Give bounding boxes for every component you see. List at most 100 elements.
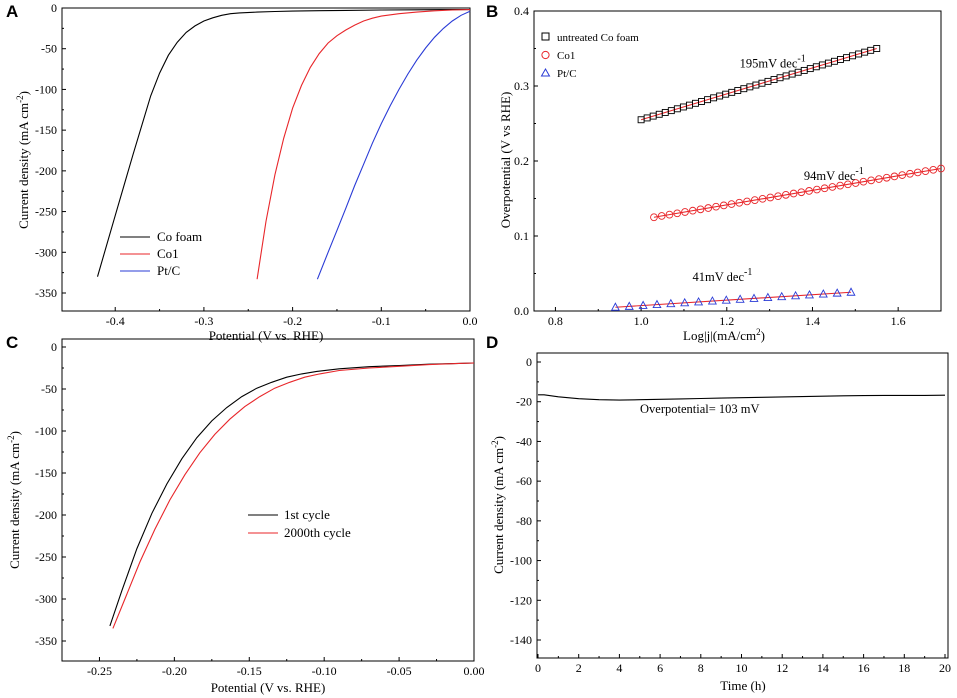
panel-d-x-tick-label: 18 <box>898 661 910 675</box>
panel-b-point-co1 <box>898 171 907 179</box>
panel-b-annotation-sup: -1 <box>855 166 863 177</box>
panel-a-x-tick-labels: -0.4 -0.3 -0.2 -0.1 0.0 <box>106 314 478 328</box>
panel-b-point-co1 <box>890 172 899 181</box>
panel-b-point-co1 <box>696 205 705 214</box>
panel-b-y-tick-labels: 0.0 0.1 0.2 0.3 0.4 <box>514 4 529 318</box>
panel-d-x-tick-label: 8 <box>698 661 704 675</box>
panel-b-point-ptc <box>846 287 856 296</box>
panel-b-point-co1 <box>859 177 868 186</box>
panel-c-x-tick-label: -0.20 <box>162 664 187 678</box>
panel-d-x-tick-label: 0 <box>535 661 541 675</box>
panel-a-y-axis-label-main: Current density (mA cm <box>16 103 31 229</box>
panel-b-point-co1 <box>704 204 713 212</box>
panel-a-series <box>96 9 471 280</box>
panel-b-point-co1 <box>719 201 728 210</box>
panel-b-point-co1 <box>836 181 844 190</box>
panel-d-y-tick-labels: 0 -20 -40 -60 -80 -100 -120 -140 <box>510 355 532 647</box>
panel-d-y-tick-label: -80 <box>516 514 532 528</box>
panel-b-point-co1 <box>673 209 682 218</box>
panel-b-annotation-text: 195mV dec <box>740 56 798 70</box>
panel-b-point-co1 <box>688 206 697 215</box>
panel-b-point-co1 <box>813 185 821 194</box>
panel-b-point-co1 <box>929 165 938 174</box>
panel-c-x-tick-label: -0.05 <box>387 664 412 678</box>
panel-b-point-co1 <box>805 187 813 195</box>
panel-b-annotation-2: 41mV dec-1 <box>693 267 753 284</box>
panel-b-point-co1 <box>851 179 860 187</box>
panel-d-ticks <box>537 361 946 658</box>
panel-a-ticks <box>62 7 471 311</box>
panel-d-y-axis-label-end: ) <box>491 436 506 440</box>
panel-b-point-ptc <box>694 297 704 306</box>
panel-b-legend-marker-ptc <box>540 67 551 77</box>
panel-b-point-co1 <box>828 183 837 191</box>
panel-b-y-tick-label: 0.3 <box>514 79 529 93</box>
panel-a-y-tick-labels: 0 -50 -100 -150 -200 -250 -300 -350 <box>35 1 57 300</box>
panel-b-point-co1 <box>867 176 876 185</box>
panel-b-point-ptc <box>624 301 634 310</box>
panel-b-fit-line <box>615 291 852 308</box>
panel-a-y-axis-label: Current density (mA cm-2) <box>15 91 31 229</box>
panel-c-series-line <box>109 362 475 627</box>
panel-b-point-ptc <box>749 293 759 302</box>
panel-d-y-axis-label-main: Current density (mA cm <box>491 448 506 574</box>
panel-b-x-tick-label: 0.8 <box>548 314 563 328</box>
panel-c-x-axis-label: Potential (V vs. RHE) <box>211 680 326 695</box>
panel-b-point-co1 <box>844 180 852 189</box>
panel-d-y-axis-label-sup: -2 <box>490 440 500 448</box>
panel-d-letter: D <box>486 333 498 352</box>
panel-c-legend-label-2000th: 2000th cycle <box>284 525 351 540</box>
panel-c-y-tick-label: -200 <box>35 508 57 522</box>
panel-b-point-ptc <box>818 289 828 298</box>
panel-b-legend-marker-untreated <box>541 32 550 41</box>
panel-b-point-ptc <box>638 300 648 309</box>
panel-c-x-tick-label: 0.00 <box>464 664 485 678</box>
panel-d-y-tick-label: -140 <box>510 633 532 647</box>
panel-b-frame <box>533 10 942 312</box>
panel-b-point-co1 <box>735 198 744 207</box>
panel-b-x-tick-labels: 0.8 1.0 1.2 1.4 1.6 <box>548 314 906 328</box>
panel-b-point-co1 <box>882 173 891 182</box>
panel-b-point-co1 <box>937 164 945 173</box>
panel-c-x-tick-label: -0.25 <box>87 664 112 678</box>
panel-b-legend-label-co1: Co1 <box>557 50 575 62</box>
panel-d-y-tick-label: -20 <box>516 395 532 409</box>
panel-d-x-axis-label: Time (h) <box>720 678 765 693</box>
panel-d-series <box>538 394 946 401</box>
panel-b-point-co1 <box>650 213 658 222</box>
panel-b-point-ptc <box>680 297 690 307</box>
panel-b: B 0.8 1.0 1.2 1.4 1.6 0.0 0.1 0.2 0.3 0.4 Log|j|… <box>486 2 945 343</box>
panel-d-annotation: Overpotential= 103 mV <box>640 402 760 416</box>
panel-b-point-co1 <box>766 193 775 202</box>
panel-b-x-axis-label: Log|j|(mA/cm2) <box>683 327 765 343</box>
panel-b-annotation-1: 94mV dec-1 <box>804 166 864 183</box>
panel-a-y-axis-label-sup: -2 <box>15 95 25 103</box>
panel-b-annotation-0: 195mV dec-1 <box>740 53 806 70</box>
panel-b-legend-label-untreated: untreated Co foam <box>557 32 639 44</box>
panel-d-series-line <box>538 394 946 401</box>
panel-a-y-tick-label: -300 <box>35 245 57 259</box>
panel-a-y-axis-label-end: ) <box>16 91 31 95</box>
panel-d-y-tick-label: -40 <box>516 434 532 448</box>
panel-a-series-line <box>256 9 471 280</box>
panel-c-series <box>109 362 475 629</box>
panel-a-x-tick-label: -0.1 <box>372 314 391 328</box>
panel-b-legend-label-ptc: Pt/C <box>557 68 577 80</box>
panel-b-point-ptc <box>707 296 717 305</box>
panel-d-y-axis-label: Current density (mA cm-2) <box>490 436 506 574</box>
panel-b-legend-marker-co1 <box>541 50 550 60</box>
panel-d-frame <box>536 352 949 659</box>
panel-b-y-axis-label: Overpotential (V vs RHE) <box>498 92 513 229</box>
panel-c-legend-label-1st: 1st cycle <box>284 507 330 522</box>
panel-c-legend: 1st cycle 2000th cycle <box>248 507 351 540</box>
panel-a-letter: A <box>6 2 18 21</box>
panel-b-point-co1 <box>913 168 922 177</box>
panel-d-x-tick-label: 4 <box>616 661 622 675</box>
panel-a-series-line <box>316 10 471 280</box>
panel-a-y-tick-label: -50 <box>41 42 57 56</box>
panel-b-annotation-text: 41mV dec <box>693 270 745 284</box>
panel-b-y-tick-label: 0.1 <box>514 229 529 243</box>
panel-c-y-axis-label: Current density (mA cm-2) <box>6 431 22 569</box>
